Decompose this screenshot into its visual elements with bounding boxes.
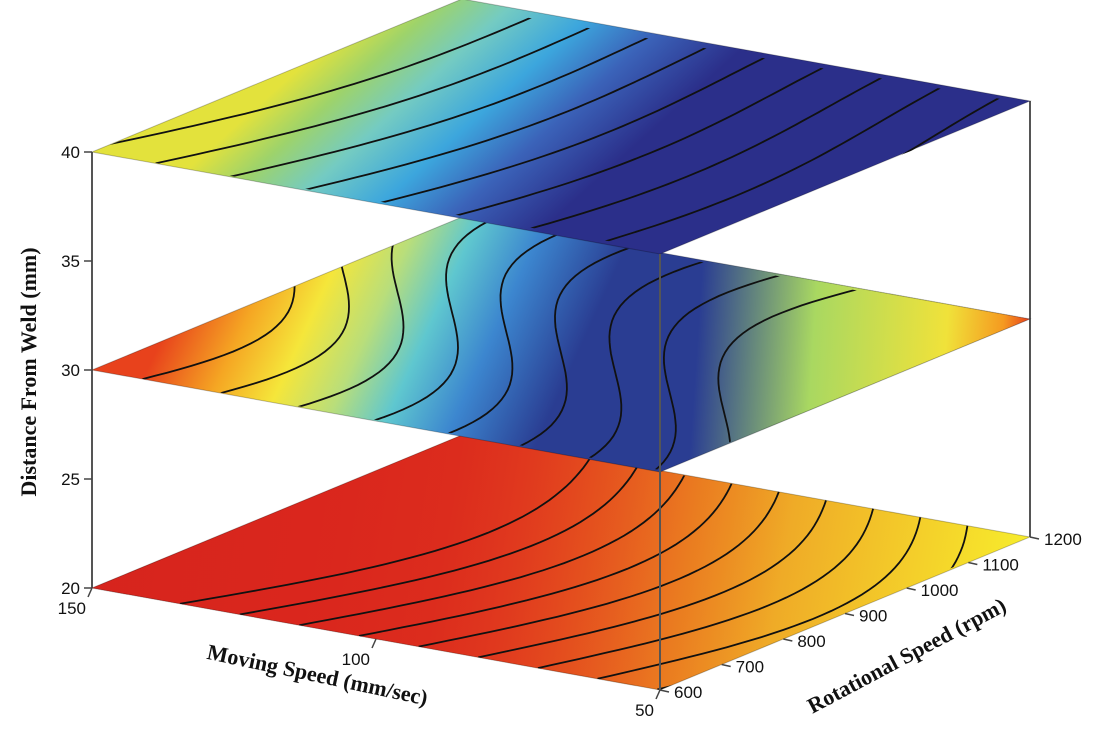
contour-line: [373, 220, 488, 422]
contour-line: [377, 53, 772, 205]
contour-line: [155, 22, 599, 165]
y-tick-label: 1200: [1044, 530, 1082, 549]
contour-line: [451, 64, 830, 218]
contour-line: [537, 508, 874, 669]
contour-line: [418, 491, 780, 648]
y-tick-label: 900: [859, 607, 887, 626]
contour-line: [179, 457, 591, 605]
z-tick-label: 30: [61, 361, 80, 380]
y-tick: [659, 689, 670, 693]
y-tick-label: 600: [674, 683, 702, 702]
slice-z20: [90, 434, 1032, 691]
tick-labels: 20 25 30 35 40 50 100 150 600 700 800 900 1000 1100 12…: [58, 143, 1082, 720]
contour-lines: [92, 12, 1004, 250]
contour-line: [303, 43, 714, 191]
x-tick-label: 100: [342, 650, 370, 669]
y-tick: [844, 612, 855, 617]
x-axis-title: Moving Speed (mm/sec): [205, 639, 430, 710]
x-tick-label: 50: [635, 701, 654, 720]
contour-slices: [90, 0, 1032, 691]
x-tick: [87, 587, 93, 598]
slice-z40: [90, 0, 1032, 255]
contour-line: [478, 500, 827, 659]
y-tick: [1029, 536, 1040, 540]
z-tick-label: 40: [61, 143, 80, 162]
slice-z30: [90, 216, 1032, 473]
slice-fill: [92, 217, 1030, 472]
z-tick-label: 25: [61, 470, 80, 489]
y-tick-label: 1100: [982, 556, 1019, 575]
contour-line: [447, 233, 559, 435]
z-axis-title: Distance From Weld (mm): [16, 247, 41, 496]
y-tick-label: 700: [736, 658, 764, 677]
x-tick: [371, 638, 377, 649]
contour-line: [358, 483, 733, 637]
y-tick: [906, 587, 916, 591]
contour-line: [597, 517, 922, 680]
slice-outline: [90, 0, 1032, 255]
contour-line: [598, 84, 945, 244]
z-tick-label: 20: [61, 579, 80, 598]
slice-fill: [92, 0, 1030, 254]
contour-line: [239, 466, 639, 616]
y-tick: [783, 638, 793, 642]
contour-line: [653, 273, 783, 470]
z-tick-label: 35: [61, 252, 80, 271]
contour-line: [518, 246, 632, 448]
y-tick: [968, 561, 978, 566]
y-tick-label: 1000: [921, 581, 959, 600]
contour-line: [525, 74, 887, 231]
contour-line: [587, 259, 707, 460]
contour-line: [229, 32, 657, 178]
slice-outline: [90, 216, 1032, 473]
contour-line: [92, 12, 542, 151]
x-tick: [655, 689, 661, 700]
y-tick-label: 800: [797, 632, 825, 651]
x-tick-label: 150: [58, 599, 86, 618]
y-tick: [721, 663, 731, 668]
